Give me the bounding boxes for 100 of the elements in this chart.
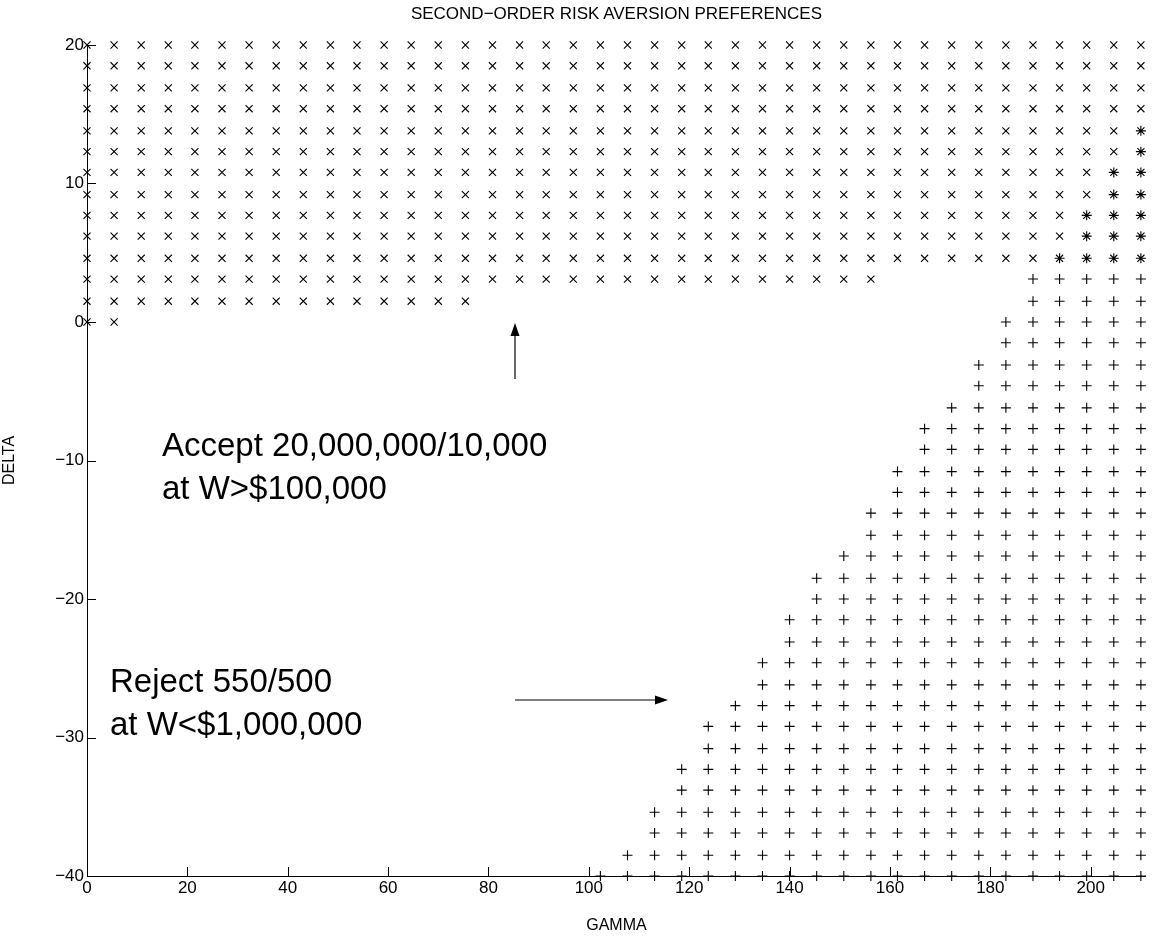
- point: [838, 700, 850, 712]
- point: [1054, 402, 1066, 414]
- point: [866, 104, 875, 113]
- point: [1135, 466, 1147, 478]
- point: [623, 274, 632, 284]
- point: [407, 147, 416, 156]
- point: [891, 743, 904, 755]
- point: [677, 40, 686, 50]
- point: [569, 147, 578, 156]
- point: [434, 126, 443, 135]
- point: [812, 104, 821, 113]
- point: [1054, 743, 1066, 755]
- point: [704, 147, 713, 156]
- point: [245, 147, 254, 156]
- point: [1081, 763, 1093, 775]
- point: [946, 486, 958, 498]
- point: [785, 168, 794, 177]
- point: [407, 83, 416, 93]
- point: [946, 466, 958, 478]
- chart-title: SECOND−ORDER RISK AVERSION PREFERENCES: [410, 3, 822, 23]
- point: [407, 232, 416, 241]
- point: [812, 126, 821, 135]
- point: [812, 254, 821, 263]
- point: [1001, 61, 1010, 70]
- point: [1081, 849, 1093, 861]
- point: [1000, 743, 1012, 755]
- point: [110, 168, 119, 177]
- point: [812, 61, 821, 70]
- point: [217, 211, 227, 220]
- point: [920, 147, 929, 156]
- point: [272, 83, 281, 93]
- point: [731, 168, 740, 177]
- point: [1054, 380, 1066, 392]
- point: [190, 104, 199, 113]
- point: [1108, 380, 1120, 392]
- point: [731, 61, 740, 70]
- point: [974, 190, 983, 199]
- point: [434, 147, 443, 156]
- point: [380, 211, 389, 220]
- y-tick-label: 20: [65, 34, 84, 54]
- point: [919, 443, 931, 455]
- point: [434, 61, 443, 70]
- point: [488, 104, 497, 113]
- point: [272, 168, 281, 177]
- point: [217, 168, 227, 177]
- point: [110, 40, 119, 50]
- point: [650, 83, 659, 93]
- point: [1001, 232, 1010, 241]
- point: [461, 190, 470, 199]
- point: [729, 700, 741, 712]
- point: [785, 147, 794, 156]
- point: [1055, 126, 1064, 135]
- point: [272, 254, 281, 263]
- point: [729, 743, 741, 755]
- point: [891, 614, 904, 626]
- point: [1135, 529, 1147, 541]
- x-tick-label: 120: [675, 877, 704, 897]
- point: [217, 126, 227, 135]
- point: [1135, 720, 1147, 732]
- point: [352, 126, 362, 135]
- point: [623, 61, 632, 70]
- point: [1108, 763, 1120, 775]
- point: [946, 849, 958, 861]
- point: [1135, 402, 1147, 414]
- point: [380, 40, 389, 50]
- point: [488, 190, 497, 199]
- point: [1135, 486, 1147, 498]
- point: [1028, 147, 1038, 156]
- point: [82, 297, 92, 306]
- point: [1054, 443, 1066, 455]
- point: [1135, 806, 1147, 818]
- point: [1108, 230, 1120, 242]
- point: [891, 593, 904, 605]
- point: [704, 61, 713, 70]
- point: [893, 190, 902, 199]
- point: [758, 104, 767, 113]
- point: [380, 274, 389, 284]
- point: [110, 104, 119, 113]
- point: [946, 614, 958, 626]
- point: [488, 61, 497, 70]
- point: [677, 104, 686, 113]
- point: [217, 147, 227, 156]
- point: [542, 274, 551, 284]
- point: [488, 274, 497, 284]
- point: [137, 126, 146, 135]
- point: [704, 211, 713, 220]
- point: [784, 743, 796, 755]
- point: [352, 232, 362, 241]
- point: [326, 40, 335, 50]
- point: [137, 190, 146, 199]
- point: [1054, 529, 1066, 541]
- point: [891, 507, 904, 519]
- point: [946, 443, 958, 455]
- point: [164, 61, 173, 70]
- point: [1108, 166, 1120, 178]
- point: [756, 827, 769, 839]
- point: [811, 763, 823, 775]
- point: [1000, 784, 1012, 796]
- point: [1081, 572, 1093, 584]
- point: [461, 297, 470, 306]
